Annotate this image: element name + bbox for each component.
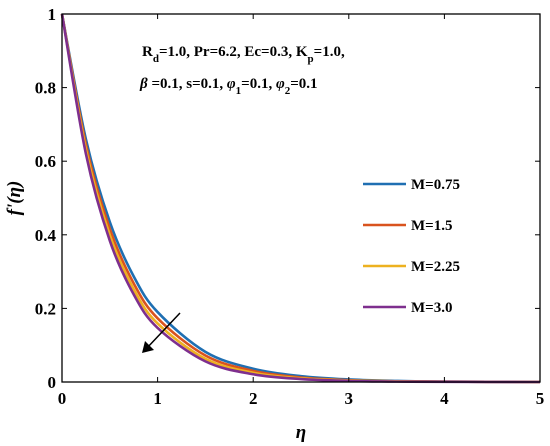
y-tick-label: 0.2 [35, 299, 56, 318]
legend-label-2: M=1.5 [411, 218, 452, 234]
x-axis-ticks: 0 1 2 3 4 5 [58, 14, 545, 408]
legend-label-4: M=3.0 [411, 300, 452, 316]
annotation-line-1: Rd=1.0, Pr=6.2, Ec=0.3, Kp=1.0, [142, 44, 345, 65]
parameter-annotation: Rd=1.0, Pr=6.2, Ec=0.3, Kp=1.0, β =0.1, … [139, 44, 345, 97]
trend-arrow [142, 312, 181, 353]
x-tick-label: 4 [440, 389, 449, 408]
x-axis-label: η [296, 422, 306, 443]
series-line-4 [60, 13, 541, 384]
y-tick-label: 0.4 [35, 226, 57, 245]
x-tick-label: 5 [536, 389, 545, 408]
plot-lines [60, 13, 541, 384]
x-tick-label: 1 [153, 389, 162, 408]
y-axis-label: f'(η) [4, 181, 25, 216]
series-line-1 [60, 13, 541, 384]
x-tick-label: 3 [345, 389, 354, 408]
y-tick-label: 1 [48, 5, 57, 24]
x-tick-label: 2 [249, 389, 258, 408]
series-line-2 [60, 13, 541, 384]
y-tick-label: 0.8 [35, 79, 56, 98]
series-line-3 [60, 13, 541, 384]
legend: M=0.75 M=1.5 M=2.25 M=3.0 [363, 177, 460, 316]
legend-label-1: M=0.75 [411, 177, 460, 193]
y-axis-ticks: 0 0.2 0.4 0.6 0.8 1 [35, 5, 540, 392]
y-tick-label: 0 [48, 373, 57, 392]
annotation-line-2: β =0.1, s=0.1, φ1=0.1, φ2=0.1 [139, 76, 318, 97]
x-tick-label: 0 [58, 389, 67, 408]
legend-label-3: M=2.25 [411, 259, 460, 275]
plot-frame [61, 13, 541, 383]
y-tick-label: 0.6 [35, 152, 56, 171]
